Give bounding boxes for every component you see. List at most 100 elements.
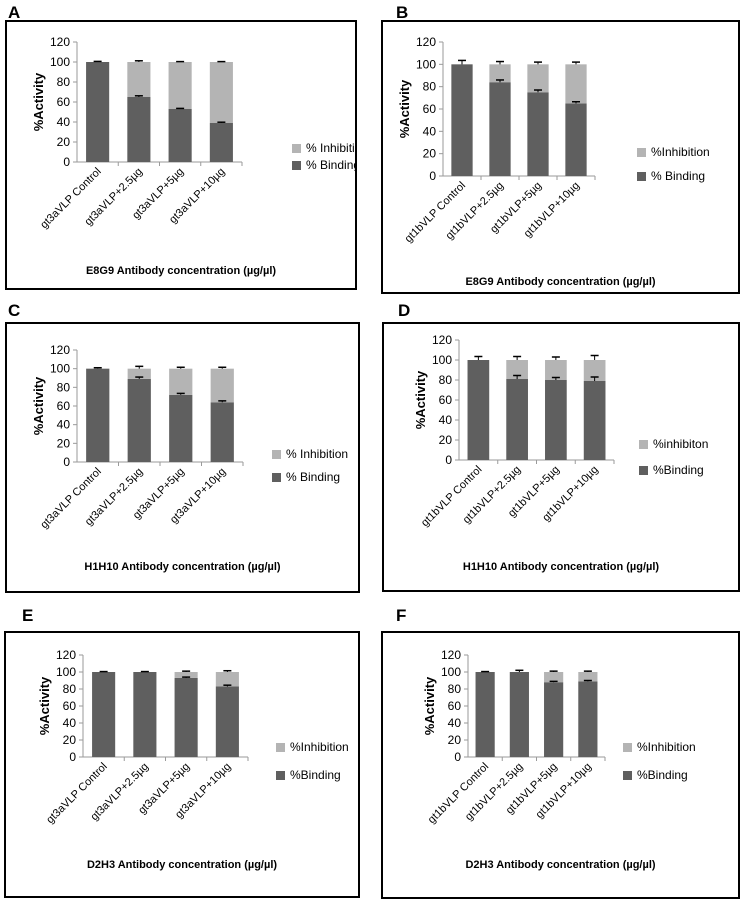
bar-binding xyxy=(86,368,110,462)
legend-swatch-binding xyxy=(637,172,646,181)
bar-binding xyxy=(544,682,564,757)
legend-swatch-inhibition xyxy=(623,743,632,752)
bar-inhibition xyxy=(578,672,598,682)
bar-inhibition xyxy=(583,360,606,381)
bar-binding xyxy=(467,360,490,460)
panel-label-d: D xyxy=(398,301,411,320)
x-axis-title-f: D2H3 Antibody concentration (µg/µl) xyxy=(465,859,656,871)
legend-label-inhibition: % Inhibition xyxy=(286,447,348,461)
y-tick-label: 60 xyxy=(57,399,71,413)
bar-binding xyxy=(545,380,567,460)
y-tick-label: 60 xyxy=(63,699,77,713)
y-tick-label: 20 xyxy=(448,733,462,747)
y-tick-label: 120 xyxy=(50,35,70,49)
legend-label-binding: % Binding xyxy=(306,158,355,172)
y-tick-label: 20 xyxy=(63,733,77,747)
legend-label-inhibition: %Inhibition xyxy=(637,740,696,754)
legend-label-binding: % Binding xyxy=(286,470,340,484)
bar-inhibition xyxy=(506,360,528,379)
bar-inhibition xyxy=(169,368,193,395)
chart-panel-a: 0 20 40 60 80 100 120 %Activity gt3aVLP Control g… xyxy=(5,20,357,290)
y-tick-label: 40 xyxy=(423,124,437,138)
bar-binding xyxy=(209,123,233,162)
x-axis-title-e: D2H3 Antibody concentration (µg/µl) xyxy=(86,859,278,871)
y-tick-label: 120 xyxy=(416,35,436,49)
chart-panel-d: 0 20 40 60 80 100 120 %Activity gt1bVLP Control g… xyxy=(382,322,740,592)
chart-panel-c: 0 20 40 60 80 100 120 %Activity gt3aVLP Control g… xyxy=(5,322,360,593)
legend-label-binding: %Binding xyxy=(290,768,341,782)
bar-inhibition xyxy=(210,368,234,403)
y-tick-label: 0 xyxy=(69,750,76,764)
bar-inhibition xyxy=(215,672,239,687)
y-axis-title: %Activity xyxy=(413,370,428,429)
y-axis-title: %Activity xyxy=(31,376,46,435)
bar-inhibition xyxy=(544,672,564,683)
bar-inhibition xyxy=(209,62,233,123)
y-tick-label: 100 xyxy=(432,353,452,367)
bar-inhibition xyxy=(127,368,151,379)
chart-panel-b: 0 20 40 60 80 100 120 %Activity gt1bVLP Control g… xyxy=(381,20,740,294)
legend-label-binding: %Binding xyxy=(637,768,688,782)
y-tick-label: 20 xyxy=(423,147,437,161)
y-tick-label: 0 xyxy=(63,455,70,469)
y-axis-title: %Activity xyxy=(37,676,52,735)
y-tick-label: 100 xyxy=(50,362,70,376)
bar-inhibition xyxy=(489,64,511,83)
panel-label-f: F xyxy=(396,606,407,625)
bar-binding xyxy=(174,677,198,757)
bar-binding xyxy=(578,681,598,757)
bar-inhibition xyxy=(174,672,198,678)
panel-label-a: A xyxy=(8,3,21,22)
y-tick-label: 40 xyxy=(439,413,453,427)
x-axis-title-c: H1H10 Antibody concentration (µg/µl) xyxy=(84,561,281,573)
x-axis-title-a: E8G9 Antibody concentration (µg/µl) xyxy=(85,265,277,277)
bar-inhibition xyxy=(527,64,549,93)
bar-binding xyxy=(583,381,606,460)
legend-label-inhibition: %Inhibition xyxy=(290,740,349,754)
legend-swatch-inhibition xyxy=(639,440,648,449)
y-tick-label: 0 xyxy=(454,750,461,764)
y-axis-title: %Activity xyxy=(31,72,46,131)
y-tick-label: 40 xyxy=(448,716,462,730)
y-tick-label: 60 xyxy=(439,393,453,407)
bar-binding xyxy=(86,62,110,162)
legend-label-binding: % Binding xyxy=(651,169,705,183)
bar-binding xyxy=(565,103,587,176)
x-tick-label: gt1bVLP Control xyxy=(426,761,491,826)
y-tick-label: 60 xyxy=(423,102,437,116)
panel-label-b: B xyxy=(396,3,409,22)
legend-swatch-inhibition xyxy=(272,450,281,459)
legend-swatch-inhibition xyxy=(276,743,285,752)
legend-swatch-binding xyxy=(292,161,301,170)
panel-label-c: C xyxy=(8,301,21,320)
bar-binding xyxy=(506,379,528,460)
legend-swatch-binding xyxy=(623,771,632,780)
bar-binding xyxy=(127,378,151,462)
y-tick-label: 0 xyxy=(429,169,436,183)
legend-swatch-binding xyxy=(276,771,285,780)
y-tick-label: 80 xyxy=(423,80,437,94)
y-tick-label: 120 xyxy=(432,333,452,347)
legend-swatch-inhibition xyxy=(637,148,646,157)
y-tick-label: 0 xyxy=(445,453,452,467)
y-tick-label: 100 xyxy=(56,665,76,679)
chart-panel-f: 0 20 40 60 80 100 120 %Activity gt1bVLP Control g… xyxy=(381,631,740,899)
legend-swatch-inhibition xyxy=(292,144,301,153)
chart-panel-e: 0 20 40 60 80 100 120 %Activity gt3aVLP Control g… xyxy=(4,631,360,898)
y-tick-label: 40 xyxy=(57,115,71,129)
y-tick-label: 100 xyxy=(416,57,436,71)
bar-binding xyxy=(168,109,192,162)
y-tick-label: 20 xyxy=(439,433,453,447)
bar-binding xyxy=(127,97,151,162)
legend-label-inhibition: %inhibiton xyxy=(653,437,708,451)
y-tick-label: 60 xyxy=(57,95,71,109)
y-tick-label: 40 xyxy=(57,418,71,432)
bar-binding xyxy=(169,394,193,462)
y-tick-label: 100 xyxy=(50,55,70,69)
legend-label-inhibition: %Inhibition xyxy=(651,145,710,159)
